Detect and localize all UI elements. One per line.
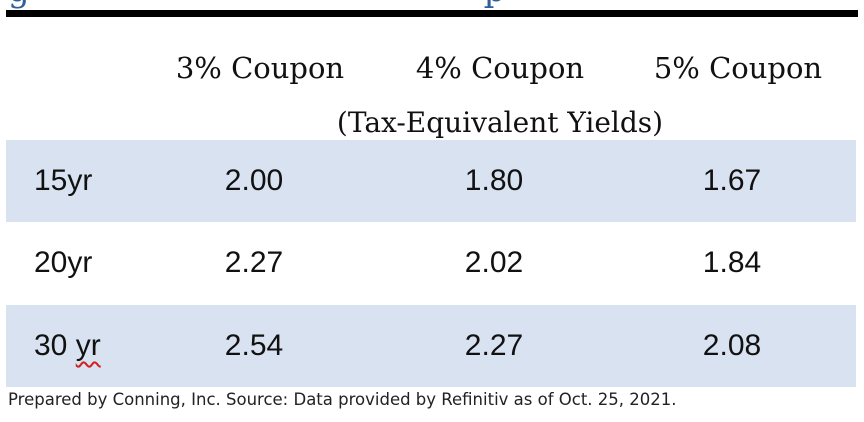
cropped-title-fragment: g p p [0,0,864,18]
table-cell: 2.08 [702,329,762,362]
table-cell: 2.27 [464,329,524,362]
column-header-5pct: 5% Coupon [653,51,823,85]
row-label: 20yr [34,246,93,279]
table-cell: 2.00 [224,164,284,197]
table-cell: 1.67 [702,164,762,197]
column-header-4pct: 4% Coupon [415,51,585,85]
table-row: 20yr 2.27 2.02 1.84 [6,222,856,304]
table-row: 15yr 2.00 1.80 1.67 [6,140,856,222]
row-label-number: 30 [34,329,76,362]
source-footnote: Prepared by Conning, Inc. Source: Data p… [8,390,677,409]
table-subheader: (Tax-Equivalent Yields) [336,106,664,139]
column-header-3pct: 3% Coupon [175,51,345,85]
table-cell: 2.54 [224,329,284,362]
row-label: 30 yr [34,305,154,387]
table-cell: 1.80 [464,164,524,197]
top-rule [6,10,858,17]
cropped-title-glyphs: g p p [8,0,864,10]
row-label-unit-spellcheck: yr [75,329,101,362]
table-cell: 2.27 [224,246,284,279]
table-cell: 1.84 [702,246,762,279]
table-row: 30 yr 2.54 2.27 2.08 [6,305,856,387]
row-label: 15yr [34,164,93,197]
table-cell: 2.02 [464,246,524,279]
